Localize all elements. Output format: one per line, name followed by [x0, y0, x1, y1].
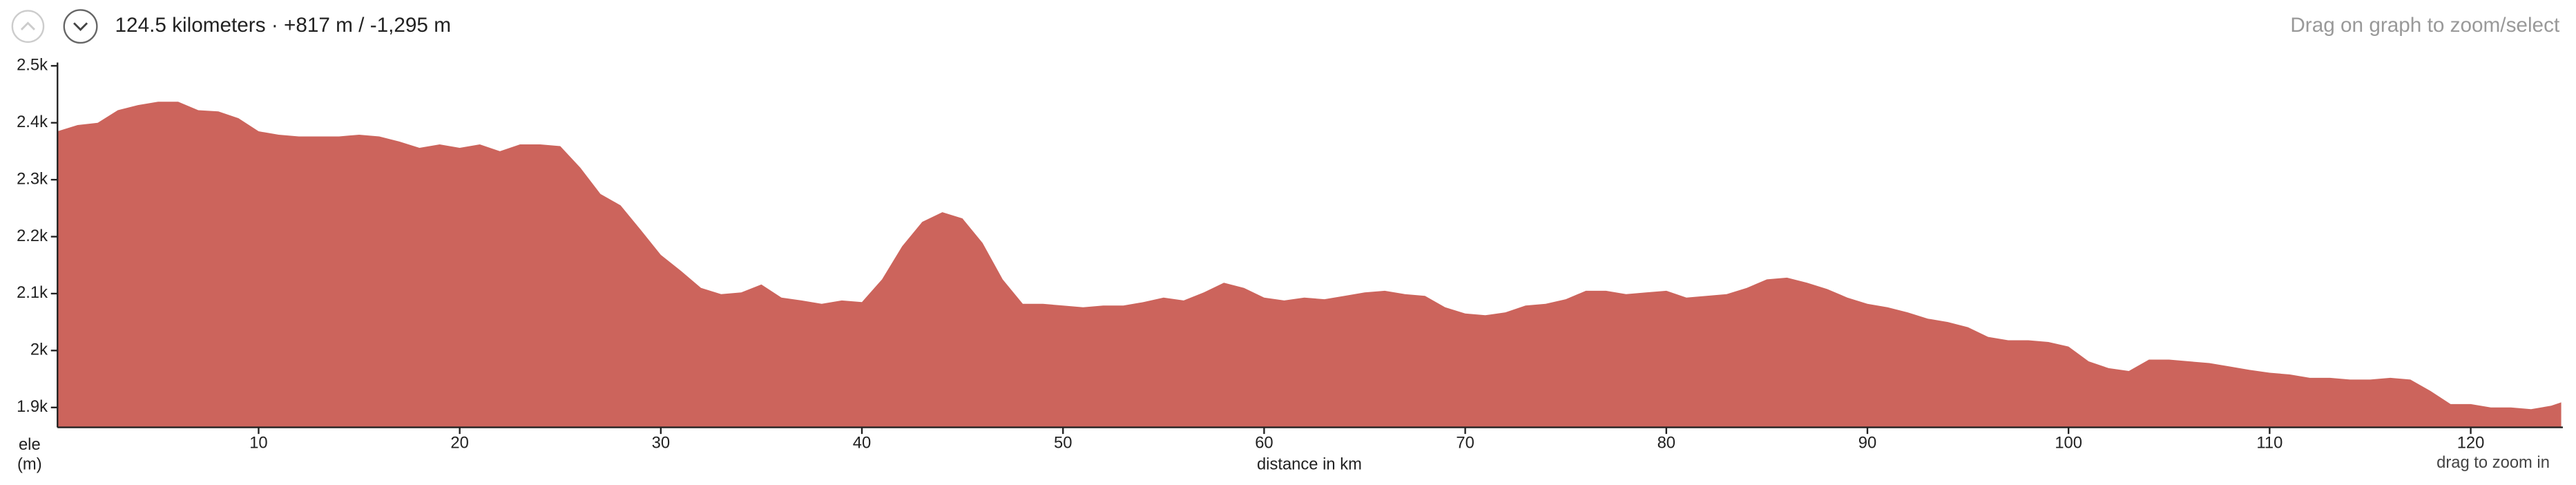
x-tick-label: 80: [1657, 434, 1675, 453]
x-tick-label: 10: [249, 434, 267, 453]
button-circle[interactable]: [11, 10, 45, 43]
x-axis-label: distance in km: [1257, 455, 1362, 474]
scroll-down-button[interactable]: [63, 9, 98, 44]
y-tick-label: 2.5k: [17, 56, 48, 75]
x-tick-label: 30: [652, 434, 670, 453]
x-tick-label: 90: [1858, 434, 1876, 453]
chevron-up[interactable]: [20, 21, 35, 30]
chevron-down[interactable]: [73, 22, 88, 31]
button-circle[interactable]: [63, 9, 98, 44]
y-tick-label: 2k: [30, 341, 48, 359]
x-tick-label: 120: [2457, 434, 2485, 453]
x-tick-label: 40: [853, 434, 871, 453]
y-tick-label: 2.1k: [17, 283, 48, 302]
x-tick-label: 50: [1054, 434, 1072, 453]
x-tick-label: 70: [1456, 434, 1474, 453]
zoom-hint: Drag on graph to zoom/select: [2290, 14, 2560, 37]
y-tick-label: 2.2k: [17, 227, 48, 245]
scroll-up-button[interactable]: [11, 10, 45, 43]
x-tick-label: 20: [450, 434, 468, 453]
drag-zoom-hint: drag to zoom in: [2436, 453, 2550, 472]
y-tick-label: 2.3k: [17, 169, 48, 188]
x-tick-label: 60: [1255, 434, 1273, 453]
y-axis-label: ele: [19, 435, 41, 454]
x-tick-label: 100: [2055, 434, 2082, 453]
y-tick-label: 1.9k: [17, 397, 48, 416]
x-tick-label: 110: [2256, 434, 2282, 453]
route-summary: 124.5 kilometers · +817 m / -1,295 m: [115, 14, 451, 37]
y-tick-label: 2.4k: [17, 113, 48, 131]
y-axis-label: (m): [17, 455, 42, 474]
elevation-area: [57, 102, 2561, 428]
